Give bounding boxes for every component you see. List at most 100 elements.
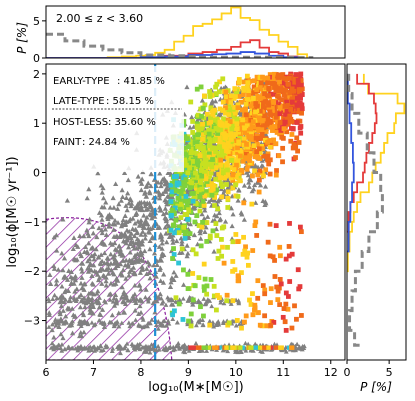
scatter-point	[121, 170, 128, 176]
scatter-point	[299, 92, 305, 97]
scatter-point	[281, 126, 287, 132]
scatter-point	[95, 170, 101, 176]
scatter-point	[138, 286, 144, 292]
scatter-point	[273, 83, 279, 89]
main-y-axis-label: log₁₀(ϕ[M☉ yr⁻¹])	[5, 156, 20, 267]
scatter-point	[198, 304, 203, 310]
scatter-point	[230, 259, 236, 264]
scatter-point	[134, 205, 140, 211]
scatter-point	[212, 98, 219, 104]
scatter-point	[74, 286, 80, 292]
scatter-point	[293, 155, 298, 160]
scatter-point	[93, 246, 99, 252]
scatter-point	[224, 182, 229, 187]
scatter-point	[163, 210, 169, 215]
scatter-point	[268, 124, 274, 130]
scatter-point	[288, 106, 294, 112]
scatter-point	[296, 140, 302, 145]
scatter-point	[217, 119, 223, 125]
scatter-point	[160, 280, 167, 285]
scatter-point	[93, 347, 99, 352]
scatter-point	[204, 122, 209, 128]
scatter-point	[170, 223, 176, 229]
scatter-point	[244, 141, 249, 147]
scatter-point	[244, 170, 250, 175]
scatter-point	[223, 144, 229, 149]
y-tick-label: −3	[24, 315, 40, 328]
scatter-point	[129, 257, 135, 263]
scatter-point	[297, 88, 303, 94]
scatter-point	[63, 313, 69, 319]
main-y-ticks: −3 −2 −1 0 1 2	[24, 68, 46, 328]
scatter-point	[111, 295, 117, 301]
scatter-point	[114, 299, 120, 304]
scatter-point	[80, 310, 86, 316]
scatter-point	[281, 114, 287, 120]
scatter-point	[277, 79, 282, 85]
scatter-point	[222, 151, 227, 157]
scatter-point	[274, 284, 280, 290]
scatter-point	[290, 126, 296, 131]
scatter-point	[159, 251, 165, 256]
scatter-point	[262, 287, 268, 293]
scatter-point	[58, 303, 65, 309]
scatter-point	[83, 300, 89, 306]
scatter-point	[122, 213, 128, 218]
scatter-point	[199, 224, 205, 230]
scatter-point	[250, 119, 256, 125]
scatter-point	[267, 138, 273, 143]
scatter-point	[260, 349, 265, 354]
scatter-point	[271, 100, 277, 105]
scatter-point	[182, 134, 188, 140]
scatter-point	[234, 88, 239, 94]
scatter-point	[180, 317, 186, 322]
scatter-point	[287, 93, 293, 99]
scatter-point	[148, 346, 154, 351]
scatter-point	[152, 309, 158, 315]
scatter-point	[272, 258, 277, 263]
scatter-point	[213, 165, 219, 171]
scatter-point	[226, 107, 232, 113]
scatter-point	[200, 322, 206, 327]
scatter-point	[46, 324, 52, 329]
scatter-point	[191, 194, 197, 200]
scatter-point	[220, 76, 226, 82]
scatter-point	[78, 265, 84, 271]
scatter-point	[119, 320, 125, 325]
scatter-point	[197, 164, 203, 170]
scatter-point	[299, 86, 305, 92]
y-tick-label: −1	[24, 216, 40, 229]
legend: EARLY-TYPE : 41.85 % LATE-TYPE : 58.15 %…	[50, 66, 184, 172]
scatter-point	[155, 343, 161, 349]
scatter-point	[220, 108, 226, 113]
scatter-point	[138, 232, 144, 237]
scatter-point	[89, 280, 95, 286]
scatter-point	[203, 169, 209, 175]
scatter-point	[200, 199, 206, 204]
scatter-point	[226, 320, 232, 326]
scatter-point	[189, 180, 194, 186]
scatter-point	[230, 239, 236, 245]
scatter-point	[182, 346, 188, 352]
scatter-point	[234, 118, 240, 124]
scatter-point	[235, 105, 241, 111]
scatter-point	[207, 94, 213, 99]
scatter-point	[276, 285, 282, 291]
scatter-point	[82, 345, 88, 350]
scatter-point	[298, 101, 303, 106]
scatter-point	[241, 217, 247, 222]
scatter-point	[82, 304, 88, 310]
scatter-point	[181, 191, 187, 197]
scatter-point	[257, 108, 263, 114]
scatter-point	[289, 325, 295, 331]
scatter-point	[241, 182, 248, 188]
scatter-point	[115, 206, 121, 211]
scatter-point	[225, 167, 230, 173]
scatter-point	[132, 282, 138, 288]
scatter-point	[270, 128, 275, 133]
scatter-point	[225, 195, 231, 201]
scatter-point	[251, 186, 257, 192]
scatter-point	[155, 179, 161, 185]
scatter-point	[225, 177, 231, 183]
scatter-point	[51, 334, 57, 340]
